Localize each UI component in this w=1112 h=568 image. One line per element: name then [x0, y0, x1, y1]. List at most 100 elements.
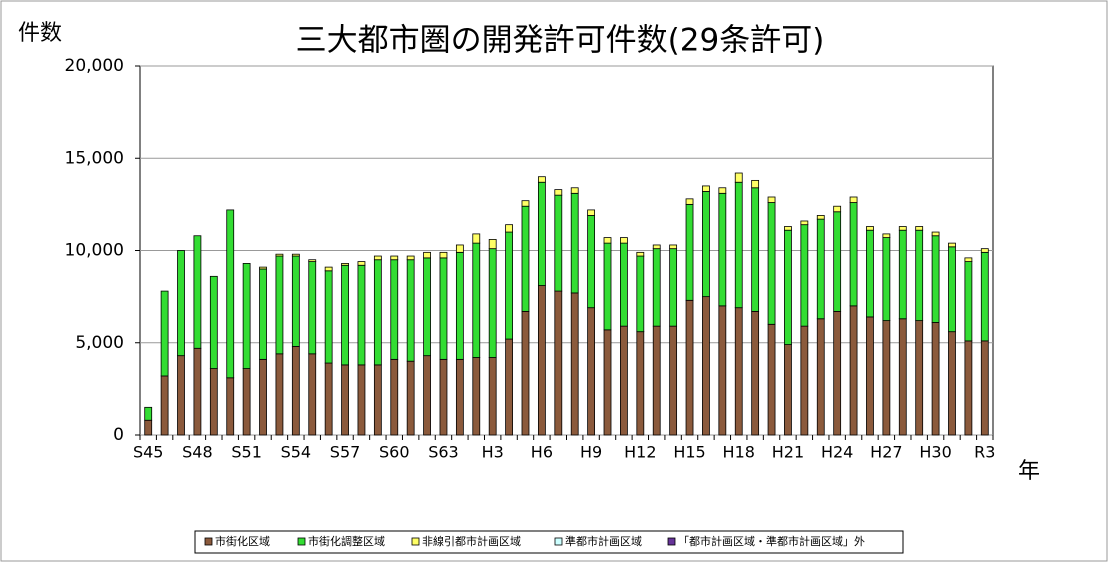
- bar-segment: [455, 244, 464, 253]
- bar-segment: [521, 200, 530, 207]
- bar-segment: [373, 255, 382, 261]
- legend: [194, 530, 904, 554]
- bar-segment: [308, 353, 317, 436]
- bar-segment: [242, 263, 251, 369]
- bar-segment: [734, 307, 743, 436]
- bar-segment: [964, 261, 973, 342]
- bar-segment: [324, 266, 333, 272]
- bar-segment: [357, 264, 366, 366]
- bar-segment: [669, 248, 678, 327]
- bar-segment: [734, 181, 743, 309]
- bar-segment: [423, 355, 431, 436]
- legend-swatch: [204, 537, 213, 546]
- bar-segment: [291, 253, 300, 257]
- bar-segment: [603, 329, 612, 436]
- bar-segment: [620, 325, 628, 436]
- bar-segment: [341, 364, 349, 436]
- x-tick-label: S54: [281, 443, 312, 462]
- bar-segment: [833, 205, 842, 213]
- bar-segment: [209, 275, 218, 369]
- bar-segment: [800, 220, 809, 226]
- legend-label: 「都市計画区域・準都市計画区域」外: [678, 534, 865, 548]
- bar-segment: [488, 248, 497, 358]
- bar-segment: [587, 209, 596, 216]
- bar-segment: [373, 364, 382, 436]
- bar-segment: [915, 226, 924, 231]
- bar-segment: [866, 229, 874, 318]
- bar-segment: [931, 231, 940, 237]
- bar-segment: [882, 237, 891, 322]
- bar-segment: [784, 229, 792, 345]
- bar-segment: [193, 235, 202, 349]
- bar-segment: [964, 257, 973, 262]
- bar-segment: [784, 344, 792, 436]
- x-tick-label: H12: [624, 443, 656, 462]
- x-tick-label: H9: [580, 443, 602, 462]
- bar-segment: [259, 266, 267, 270]
- legend-swatch: [554, 537, 563, 546]
- bar-segment: [636, 251, 645, 257]
- bar-segment: [948, 242, 956, 248]
- bar-segment: [718, 187, 727, 194]
- bar-segment: [423, 257, 431, 357]
- legend-label: 準都市計画区域: [565, 534, 642, 548]
- bar-segment: [636, 331, 645, 436]
- bar-segment: [570, 192, 579, 294]
- bar-segment: [275, 353, 284, 436]
- bar-segment: [472, 242, 481, 358]
- bar-segment: [751, 187, 760, 312]
- legend-label: 市街化調整区域: [308, 534, 385, 548]
- bar-segment: [898, 229, 907, 320]
- bar-segment: [144, 406, 153, 421]
- bar-segment: [652, 248, 661, 327]
- bar-segment: [275, 255, 284, 355]
- bar-segment: [341, 264, 349, 366]
- bar-segment: [324, 270, 333, 364]
- bar-segment: [554, 290, 563, 436]
- bar-segment: [505, 231, 513, 340]
- bar-segment: [373, 259, 382, 366]
- bar-segment: [866, 226, 874, 231]
- bar-segment: [505, 338, 513, 436]
- x-tick-label: H27: [870, 443, 902, 462]
- chart-title: 三大都市圏の開発許可件数(29条許可): [296, 23, 825, 59]
- bar-segment: [800, 224, 809, 327]
- bar-segment: [570, 187, 579, 194]
- bar-segment: [767, 196, 776, 203]
- bar-segment: [160, 290, 169, 377]
- bar-segment: [357, 261, 366, 266]
- bar-segment: [357, 364, 366, 436]
- x-tick-label: R3: [974, 443, 995, 462]
- bar-segment: [669, 244, 678, 250]
- x-tick-label: H3: [482, 443, 504, 462]
- bar-segment: [833, 211, 842, 312]
- bar-segment: [702, 296, 710, 436]
- bar-segment: [948, 331, 956, 436]
- bar-segment: [931, 235, 940, 323]
- bar-segment: [751, 179, 760, 189]
- x-tick-label: H18: [723, 443, 755, 462]
- bar-segment: [767, 323, 776, 436]
- bar-segment: [718, 305, 727, 436]
- bar-segment: [636, 255, 645, 333]
- bar-segment: [439, 251, 448, 259]
- bar-segment: [291, 346, 300, 436]
- bar-segment: [537, 181, 546, 286]
- bar-segment: [406, 255, 415, 261]
- bar-segment: [620, 237, 628, 244]
- bar-segment: [455, 358, 464, 436]
- bar-segment: [948, 246, 956, 333]
- x-tick-label: S48: [182, 443, 213, 462]
- bar-segment: [652, 325, 661, 436]
- x-tick-label: H30: [919, 443, 951, 462]
- x-tick-label: H6: [531, 443, 553, 462]
- bar-segment: [734, 172, 743, 183]
- y-tick-label: 5,000: [75, 333, 124, 353]
- bar-segment: [291, 255, 300, 347]
- bar-segment: [587, 307, 596, 436]
- bar-segment: [652, 244, 661, 250]
- bar-segment: [537, 176, 546, 183]
- y-tick-label: 20,000: [65, 56, 124, 76]
- bar-segment: [866, 316, 874, 436]
- bar-segment: [718, 192, 727, 307]
